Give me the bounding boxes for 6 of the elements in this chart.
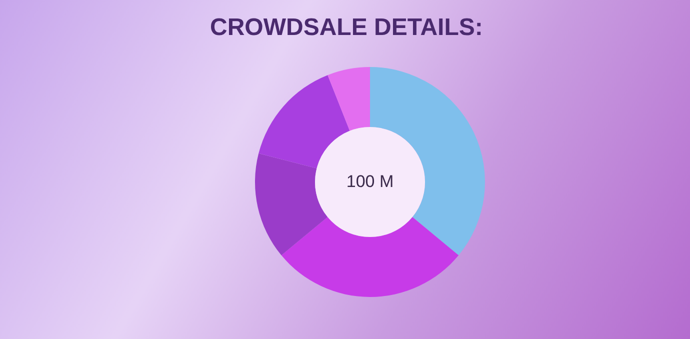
donut-slice (281, 217, 459, 297)
chart-title: CROWDSALE DETAILS: (210, 14, 483, 41)
donut-slice (255, 153, 328, 256)
donut-slice (258, 75, 350, 168)
donut-slice (328, 67, 370, 131)
text: 100 M (346, 172, 394, 191)
